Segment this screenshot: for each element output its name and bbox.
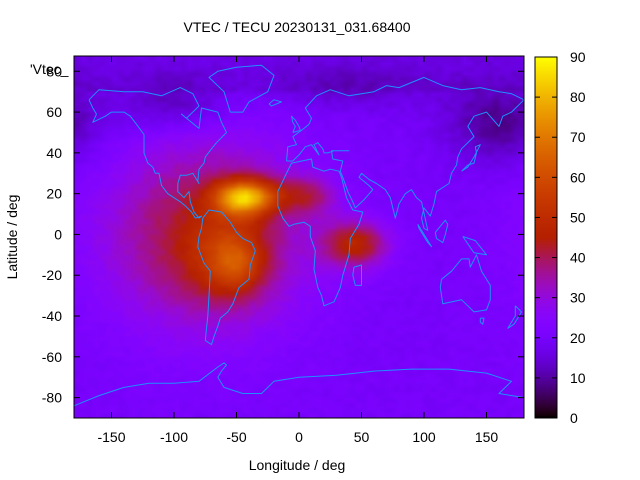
coastline <box>417 224 432 248</box>
chart-title: VTEC / TECU 20230131_031.68400 <box>183 19 410 35</box>
y-axis-label: Latitude / deg <box>4 195 20 280</box>
colorbar-tick-label: 70 <box>570 129 586 145</box>
coastline <box>277 158 364 307</box>
colorbar-tick-label: 20 <box>570 330 586 346</box>
coastline <box>439 254 491 313</box>
coastline <box>88 87 227 219</box>
x-tick-label: -100 <box>160 429 188 445</box>
coastline <box>268 99 282 107</box>
coastline <box>461 144 481 172</box>
y-tick-label: 60 <box>46 104 62 120</box>
x-tick-label: -150 <box>97 429 125 445</box>
y-tick-label: -20 <box>42 267 62 283</box>
y-axis-ticks: -80 -60 -40 -20 0 20 40 60 80 <box>42 63 524 406</box>
colorbar-tick-label: 80 <box>570 89 586 105</box>
x-axis-label: Longitude / deg <box>249 457 346 473</box>
y-tick-label: 40 <box>46 145 62 161</box>
colorbar-tick-label: 30 <box>570 290 586 306</box>
x-axis-ticks: -150 -100 -50 0 50 100 150 <box>97 56 498 445</box>
x-tick-label: -50 <box>226 429 246 445</box>
colorbar: 0 10 20 30 40 50 60 70 80 90 <box>534 49 586 426</box>
colorbar-tick-label: 0 <box>570 410 578 426</box>
y-tick-label: -40 <box>42 308 62 324</box>
y-tick-label: -60 <box>42 349 62 365</box>
x-tick-label: 100 <box>412 429 436 445</box>
coastline <box>197 209 256 346</box>
y-tick-label: 20 <box>46 186 62 202</box>
x-tick-label: 50 <box>354 429 370 445</box>
coastline <box>479 317 485 325</box>
coastline <box>434 219 449 244</box>
coastline <box>286 76 525 231</box>
x-tick-label: 0 <box>295 429 303 445</box>
coastline <box>352 264 362 286</box>
coastline <box>462 236 487 256</box>
y-tick-label: 0 <box>54 226 62 242</box>
y-tick-label: -80 <box>42 390 62 406</box>
coastlines <box>73 64 525 407</box>
colorbar-tick-label: 50 <box>570 209 586 225</box>
colorbar-gradient <box>535 57 557 418</box>
colorbar-tick-label: 60 <box>570 169 586 185</box>
heatmap-plot: -150 -100 -50 0 50 100 150 -80 -60 -40 -20 0 20 40 60… <box>30 55 525 445</box>
coastline <box>291 115 301 133</box>
coastline <box>507 305 522 329</box>
key-label: 'Vtec_ <box>30 61 69 77</box>
x-tick-label: 150 <box>475 429 499 445</box>
colorbar-tick-label: 90 <box>570 49 586 65</box>
colorbar-ticks: 0 10 20 30 40 50 60 70 80 90 <box>535 49 586 426</box>
coastline <box>208 64 275 113</box>
colorbar-tick-label: 40 <box>570 250 586 266</box>
coastline <box>73 362 525 407</box>
colorbar-frame <box>534 56 558 419</box>
y-tick-label: 80 <box>46 63 62 79</box>
colorbar-tick-label: 10 <box>570 370 586 386</box>
vtec-heatmap-image <box>74 56 524 418</box>
